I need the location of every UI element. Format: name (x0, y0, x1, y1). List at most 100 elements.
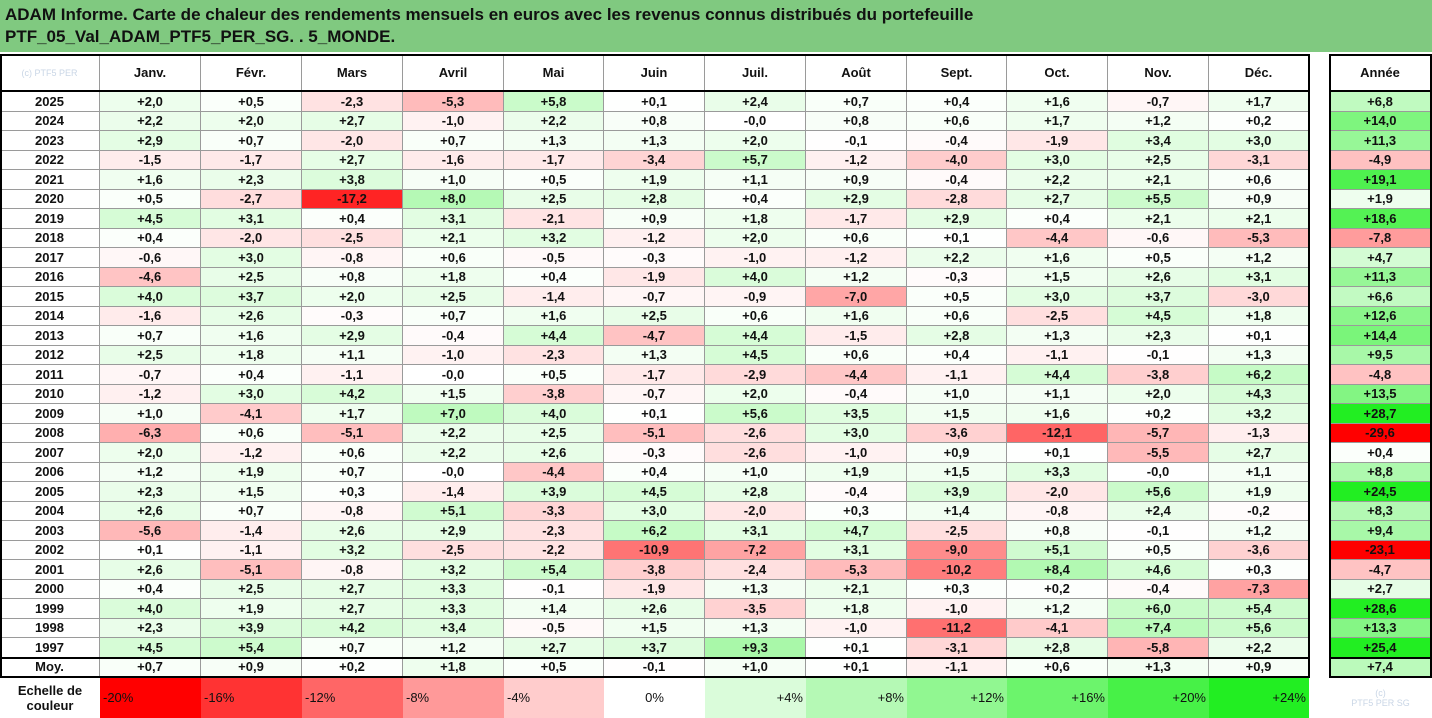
heatmap-cell: -0,4 (806, 482, 907, 502)
annual-cell: +24,5 (1329, 482, 1432, 502)
heatmap-cell: +1,2 (1007, 599, 1108, 619)
heatmap-cell: -2,5 (403, 540, 504, 560)
average-cell: +0,9 (201, 657, 302, 677)
heatmap-cell: +2,2 (100, 111, 201, 131)
scale-watermark: (c) PTF5 PER SG (1329, 677, 1432, 718)
heatmap-cell: +0,7 (403, 131, 504, 151)
heatmap-cell: +8,4 (1007, 560, 1108, 580)
heatmap-cell: -2,3 (504, 345, 604, 365)
heatmap-cell: +3,7 (604, 638, 705, 658)
heatmap-cell: +2,3 (1108, 326, 1209, 346)
heatmap-cell: +0,2 (1007, 579, 1108, 599)
month-header: Mars (302, 54, 403, 92)
heatmap-cell: +0,9 (604, 209, 705, 229)
heatmap-cell: +1,0 (100, 404, 201, 424)
heatmap-cell: +2,3 (201, 170, 302, 190)
year-label: 2001 (0, 560, 100, 580)
annual-cell: -7,8 (1329, 228, 1432, 248)
heatmap-cell: +2,1 (1209, 209, 1309, 229)
heatmap-cell: -6,3 (100, 423, 201, 443)
heatmap-cell: +0,4 (504, 267, 604, 287)
heatmap-cell: +1,6 (1007, 404, 1108, 424)
scale-step: +16% (1007, 677, 1108, 718)
heatmap-cell: +0,6 (907, 111, 1007, 131)
heatmap-cell: +1,2 (1209, 248, 1309, 268)
year-label: 2012 (0, 345, 100, 365)
annual-cell: +11,3 (1329, 267, 1432, 287)
average-cell: +0,9 (1209, 657, 1309, 677)
title-line-1: ADAM Informe. Carte de chaleur des rende… (5, 5, 974, 24)
heatmap-cell: -1,4 (201, 521, 302, 541)
heatmap-cell: +0,6 (705, 306, 806, 326)
heatmap-cell: +0,6 (201, 423, 302, 443)
heatmap-cell: +3,0 (201, 248, 302, 268)
heatmap-cell: -0,7 (604, 384, 705, 404)
average-separator (0, 656, 1309, 659)
month-header: Nov. (1108, 54, 1209, 92)
scale-step: +8% (806, 677, 907, 718)
scale-label-line: couleur (26, 697, 74, 713)
heatmap-cell: +0,1 (100, 540, 201, 560)
heatmap-cell: +1,7 (302, 404, 403, 424)
heatmap-cell: +2,1 (1108, 209, 1209, 229)
heatmap-cell: +4,5 (705, 345, 806, 365)
heatmap-cell: -0,3 (907, 267, 1007, 287)
heatmap-cell: +0,7 (806, 92, 907, 112)
heatmap-cell: -2,0 (201, 228, 302, 248)
heatmap-cell: +0,5 (504, 365, 604, 385)
annual-cell: +6,8 (1329, 92, 1432, 112)
heatmap-cell: +2,5 (201, 579, 302, 599)
heatmap-cell: +3,1 (201, 209, 302, 229)
heatmap-cell: +0,4 (201, 365, 302, 385)
heatmap-cell: +4,4 (1007, 365, 1108, 385)
average-cell: +1,8 (403, 657, 504, 677)
heatmap-cell: +1,9 (201, 599, 302, 619)
heatmap-cell: +2,5 (1108, 150, 1209, 170)
heatmap-cell: +3,0 (1007, 287, 1108, 307)
heatmap-cell: +1,5 (403, 384, 504, 404)
heatmap-cell: -0,1 (1108, 345, 1209, 365)
heatmap-cell: -7,3 (1209, 579, 1309, 599)
year-label: 2005 (0, 482, 100, 502)
heatmap-cell: +1,2 (1209, 521, 1309, 541)
average-cell: +0,2 (302, 657, 403, 677)
heatmap-cell: +0,1 (604, 404, 705, 424)
heatmap-cell: +2,0 (705, 131, 806, 151)
scale-step: +24% (1209, 677, 1309, 718)
heatmap-cell: -1,1 (302, 365, 403, 385)
heatmap-cell: +2,8 (604, 189, 705, 209)
year-label: 2024 (0, 111, 100, 131)
heatmap-cell: +2,3 (100, 618, 201, 638)
heatmap-cell: -0,8 (302, 248, 403, 268)
annual-cell: +9,5 (1329, 345, 1432, 365)
heatmap-cell: +3,3 (1007, 462, 1108, 482)
heatmap-cell: +0,6 (806, 228, 907, 248)
heatmap-cell: +3,2 (504, 228, 604, 248)
heatmap-cell: -5,1 (302, 423, 403, 443)
heatmap-cell: +0,7 (302, 462, 403, 482)
heatmap-cell: +2,7 (504, 638, 604, 658)
heatmap-cell: +4,6 (1108, 560, 1209, 580)
heatmap-cell: +0,7 (100, 326, 201, 346)
average-cell: +0,6 (1007, 657, 1108, 677)
heatmap-cell: +8,0 (403, 189, 504, 209)
heatmap-cell: +0,6 (907, 306, 1007, 326)
heatmap-cell: -0,8 (1007, 501, 1108, 521)
heatmap-cell: +1,6 (806, 306, 907, 326)
heatmap-cell: -1,9 (604, 579, 705, 599)
heatmap-cell: -2,0 (1007, 482, 1108, 502)
heatmap-cell: +4,5 (100, 638, 201, 658)
heatmap-cell: -3,4 (604, 150, 705, 170)
heatmap-cell: +2,2 (1209, 638, 1309, 658)
heatmap-cell: +2,8 (705, 482, 806, 502)
heatmap-cell: +5,5 (1108, 189, 1209, 209)
heatmap-cell: +6,0 (1108, 599, 1209, 619)
heatmap-cell: +1,3 (1007, 326, 1108, 346)
year-label: 1999 (0, 599, 100, 619)
heatmap-cell: +0,7 (201, 131, 302, 151)
heatmap-cell: -1,0 (806, 443, 907, 463)
year-label: 2016 (0, 267, 100, 287)
heatmap-cell: -1,6 (403, 150, 504, 170)
heatmap-cell: -5,1 (201, 560, 302, 580)
